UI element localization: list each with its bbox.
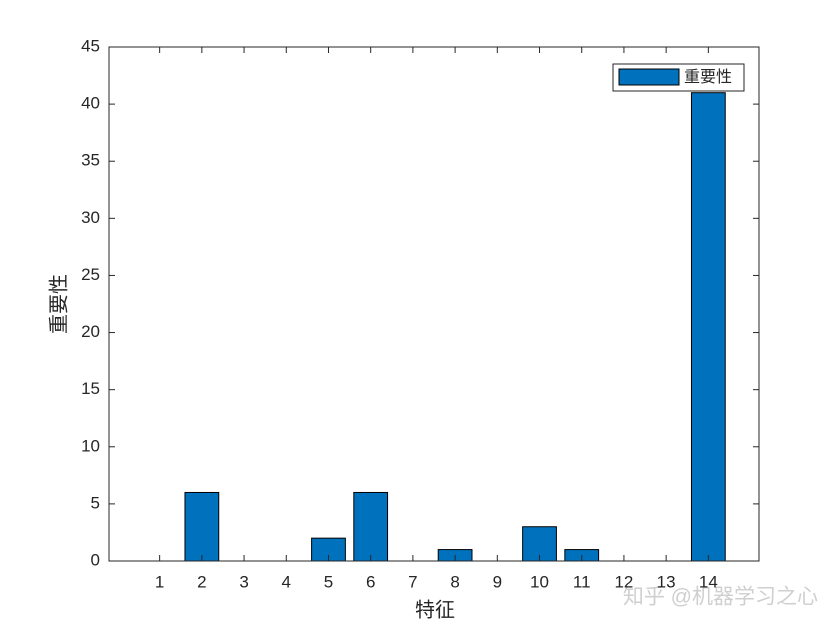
x-tick-label: 2	[197, 572, 206, 591]
x-tick-label: 5	[324, 572, 333, 591]
x-tick-label: 6	[366, 572, 375, 591]
x-tick-label: 1	[155, 572, 164, 591]
bar	[184, 491, 220, 562]
y-tick-label: 10	[81, 436, 100, 455]
x-tick-label: 14	[699, 572, 718, 591]
y-tick-label: 35	[81, 151, 100, 170]
y-tick-label: 25	[81, 265, 100, 284]
x-tick-label: 9	[493, 572, 502, 591]
y-tick-label: 15	[81, 379, 100, 398]
bar	[690, 92, 726, 562]
x-tick-label: 10	[530, 572, 549, 591]
x-axis-label: 特征	[415, 598, 455, 621]
y-tick-label: 45	[81, 36, 100, 55]
y-tick-label: 20	[81, 322, 100, 341]
x-tick-label: 11	[573, 572, 591, 591]
x-tick-label: 7	[408, 572, 417, 591]
x-tick-label: 13	[657, 572, 676, 591]
y-tick-label: 40	[81, 94, 100, 113]
watermark: 知乎 @机器学习之心	[623, 586, 818, 609]
x-tick-label: 3	[239, 572, 248, 591]
legend-swatch	[618, 68, 680, 86]
x-tick-label: 4	[282, 572, 291, 591]
y-tick-label: 30	[81, 208, 100, 227]
y-axis-label: 重要性	[47, 274, 70, 334]
plot-frame	[108, 46, 760, 562]
legend-label: 重要性	[684, 68, 732, 86]
y-tick-label: 5	[91, 493, 100, 512]
x-tick-label: 12	[614, 572, 633, 591]
bar	[353, 491, 389, 562]
x-tick-label: 8	[450, 572, 459, 591]
y-tick-label: 0	[91, 550, 100, 569]
